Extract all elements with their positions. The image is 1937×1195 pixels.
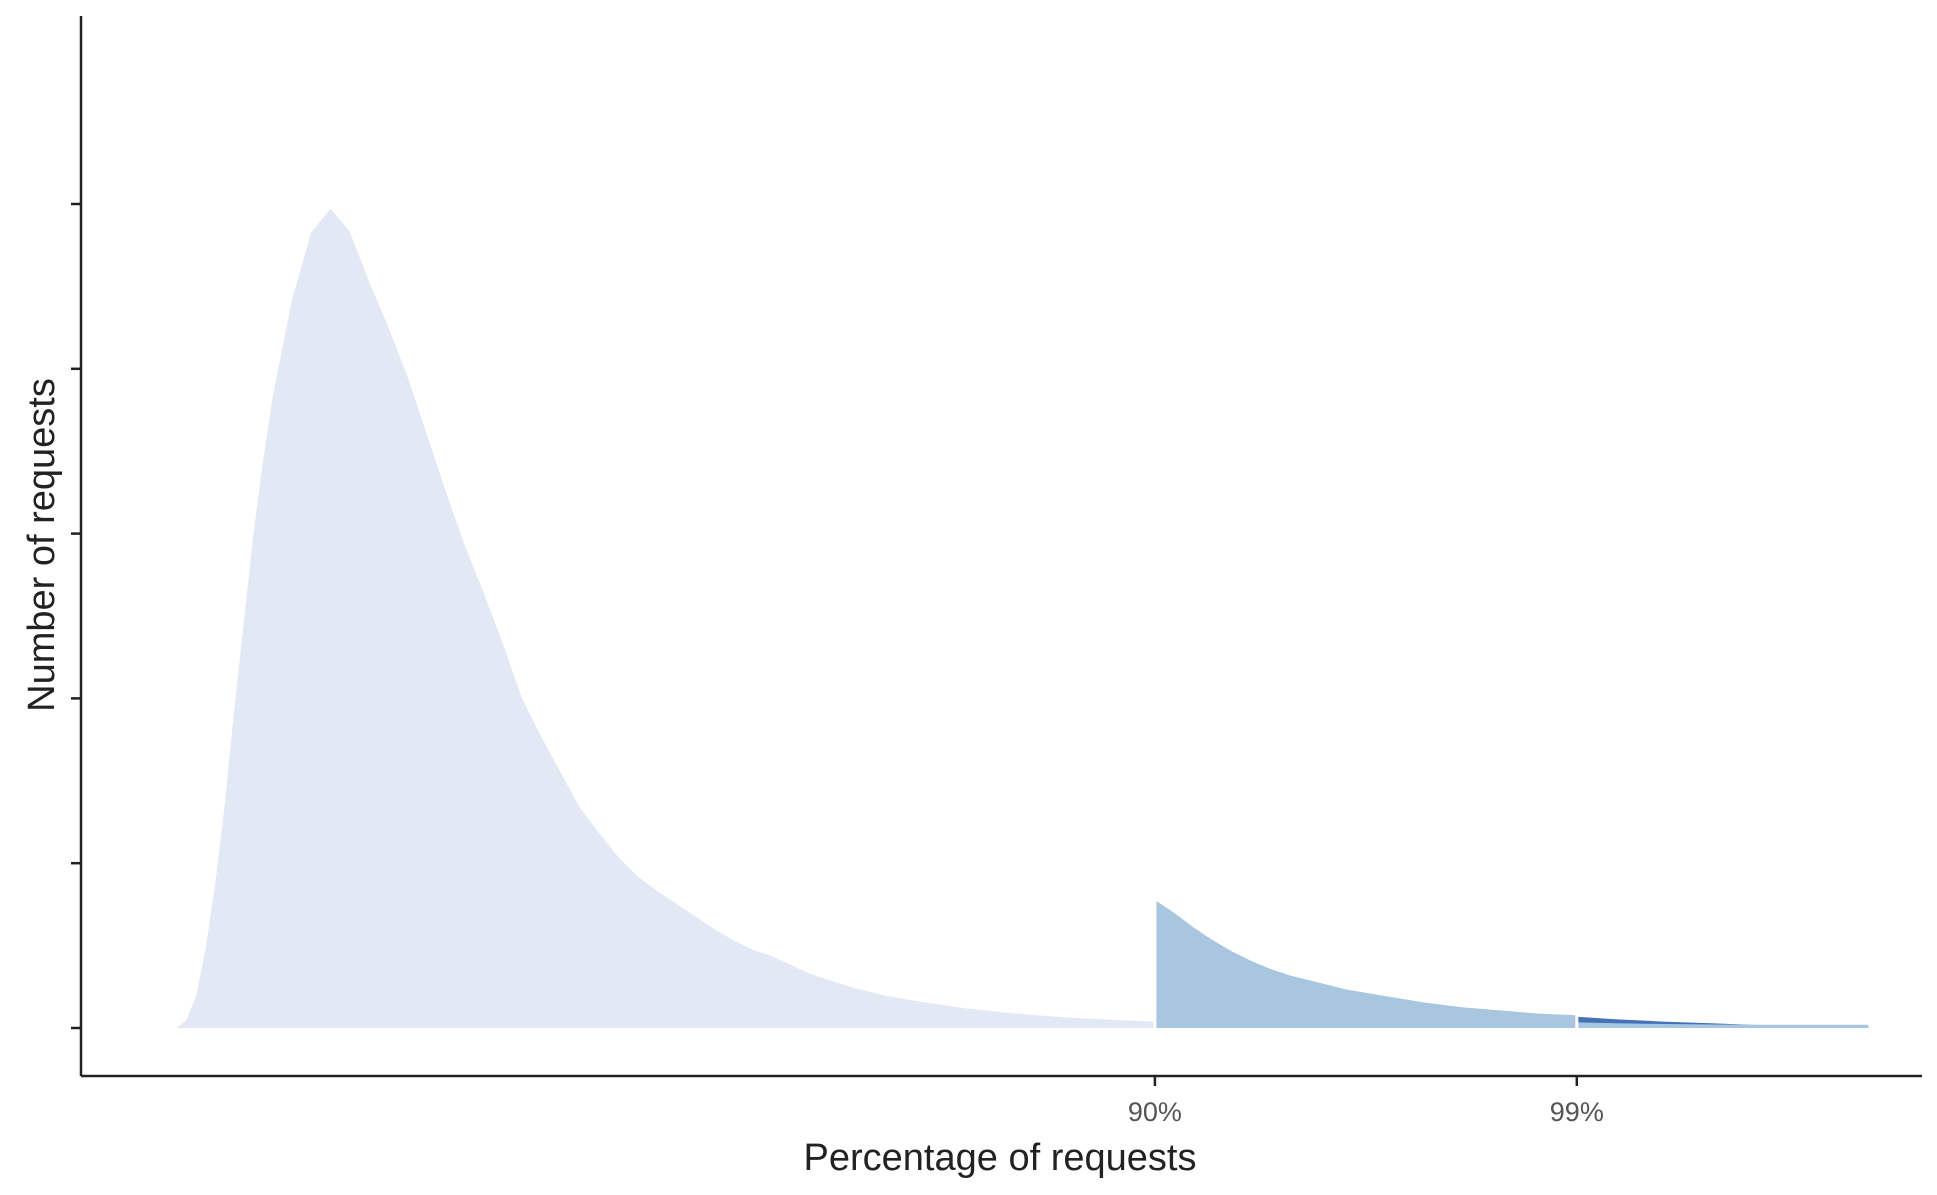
area-p99-tail-light [1576, 1022, 1869, 1028]
x-tick-label: 99% [1550, 1097, 1604, 1127]
area-segments [176, 208, 1869, 1029]
y-axis-ticks [71, 202, 81, 1030]
area-below-90 [176, 208, 1155, 1029]
y-axis-title: Number of requests [21, 378, 63, 712]
area-p90-to-p99 [1154, 900, 1577, 1028]
x-axis-title: Percentage of requests [804, 1137, 1197, 1179]
x-axis-ticks: 90% 99% [1128, 1076, 1604, 1127]
x-tick-label: 90% [1128, 1097, 1182, 1127]
